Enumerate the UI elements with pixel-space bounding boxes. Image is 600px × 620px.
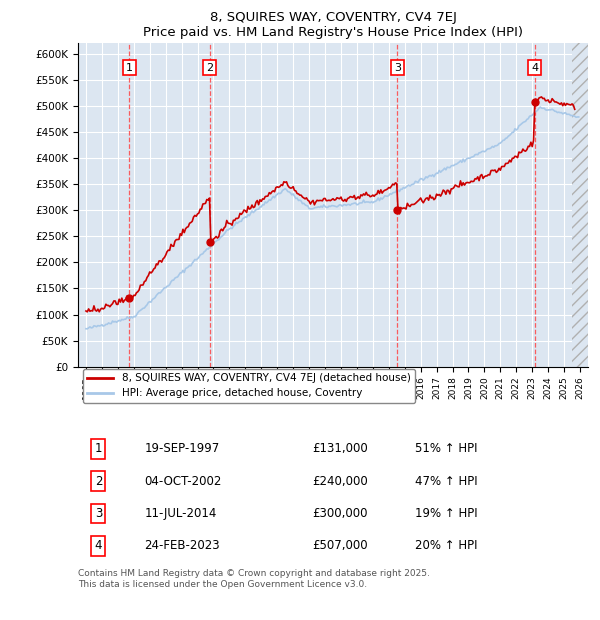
Text: 4: 4	[531, 63, 538, 73]
Text: 04-OCT-2002: 04-OCT-2002	[145, 475, 221, 488]
Text: 2: 2	[95, 475, 102, 488]
Text: 51% ↑ HPI: 51% ↑ HPI	[415, 443, 477, 456]
Text: 47% ↑ HPI: 47% ↑ HPI	[415, 475, 477, 488]
Text: 4: 4	[95, 539, 102, 552]
Text: 3: 3	[394, 63, 401, 73]
Text: £131,000: £131,000	[313, 443, 368, 456]
Text: 1: 1	[126, 63, 133, 73]
Title: 8, SQUIRES WAY, COVENTRY, CV4 7EJ
Price paid vs. HM Land Registry's House Price : 8, SQUIRES WAY, COVENTRY, CV4 7EJ Price …	[143, 11, 523, 40]
Text: 20% ↑ HPI: 20% ↑ HPI	[415, 539, 477, 552]
Text: 19% ↑ HPI: 19% ↑ HPI	[415, 507, 477, 520]
Legend: 8, SQUIRES WAY, COVENTRY, CV4 7EJ (detached house), HPI: Average price, detached: 8, SQUIRES WAY, COVENTRY, CV4 7EJ (detac…	[83, 369, 415, 402]
Text: 24-FEB-2023: 24-FEB-2023	[145, 539, 220, 552]
Text: Contains HM Land Registry data © Crown copyright and database right 2025.
This d: Contains HM Land Registry data © Crown c…	[78, 569, 430, 589]
Text: 1: 1	[95, 443, 102, 456]
Text: £507,000: £507,000	[313, 539, 368, 552]
Text: 3: 3	[95, 507, 102, 520]
Text: 19-SEP-1997: 19-SEP-1997	[145, 443, 220, 456]
Text: £300,000: £300,000	[313, 507, 368, 520]
Text: 2: 2	[206, 63, 213, 73]
Text: £240,000: £240,000	[313, 475, 368, 488]
Text: 11-JUL-2014: 11-JUL-2014	[145, 507, 217, 520]
